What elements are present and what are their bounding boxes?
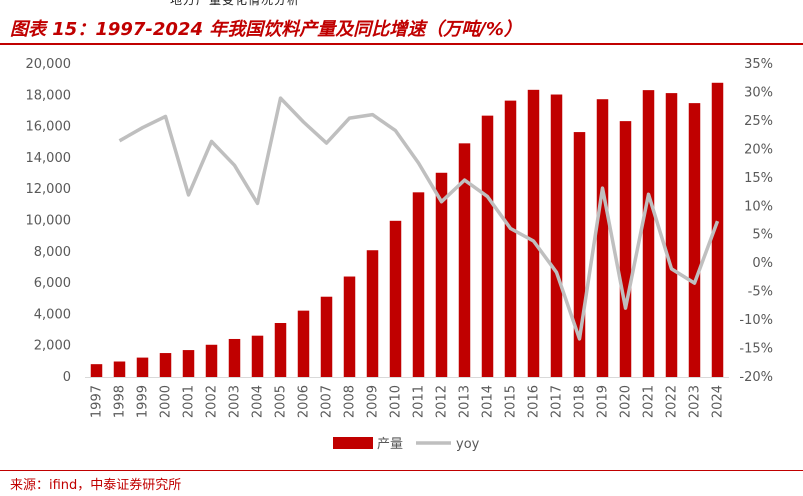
x-axis-tick-label: 2013 bbox=[458, 385, 473, 418]
x-axis-tick-label: 2011 bbox=[412, 385, 427, 418]
x-axis-tick-label: 2009 bbox=[366, 385, 381, 418]
bar-production bbox=[435, 172, 448, 377]
x-axis-tick-label: 1997 bbox=[90, 385, 105, 418]
right-axis-tick-label: 20% bbox=[744, 142, 773, 157]
top-text-fragment: 地方产量变化情况分析 bbox=[170, 0, 301, 7]
bar-production bbox=[412, 192, 425, 377]
right-axis-tick-label: -10% bbox=[739, 313, 773, 328]
bar-production bbox=[228, 338, 241, 377]
left-axis-tick-label: 2,000 bbox=[34, 339, 71, 354]
x-axis-tick-label: 2018 bbox=[573, 385, 588, 418]
left-axis-tick-label: 18,000 bbox=[26, 88, 72, 103]
bar-production bbox=[619, 121, 632, 377]
bar-production bbox=[205, 344, 218, 377]
left-axis-tick-label: 20,000 bbox=[26, 57, 72, 72]
left-axis-tick-label: 0 bbox=[63, 370, 71, 385]
right-axis-tick-label: -5% bbox=[748, 285, 773, 300]
bar-production bbox=[642, 90, 655, 377]
source-note: 来源：ifind，中泰证券研究所 bbox=[10, 478, 182, 493]
left-axis-tick-label: 6,000 bbox=[34, 276, 71, 291]
legend: 产量 yoy bbox=[333, 437, 480, 452]
bar-production bbox=[550, 94, 563, 377]
x-axis-tick-label: 2022 bbox=[665, 385, 680, 418]
bar-production bbox=[481, 115, 494, 378]
bar-production bbox=[136, 357, 149, 377]
top-strip: 地方产量变化情况分析 bbox=[0, 0, 803, 8]
x-axis-tick-label: 1999 bbox=[136, 385, 151, 418]
x-axis-tick-label: 2010 bbox=[389, 385, 404, 418]
x-axis-tick-label: 2014 bbox=[481, 385, 496, 418]
x-axis-tick-label: 2001 bbox=[182, 385, 197, 418]
bar-production bbox=[182, 350, 195, 377]
bar-production bbox=[274, 323, 287, 377]
right-axis-tick-label: 15% bbox=[744, 171, 773, 186]
bar-production bbox=[320, 296, 333, 377]
x-axis-tick-label: 2002 bbox=[205, 385, 220, 418]
x-axis-tick-label: 2007 bbox=[320, 385, 335, 418]
x-axis-tick-label: 1998 bbox=[113, 385, 128, 418]
right-axis-tick-label: 35% bbox=[744, 57, 773, 72]
right-axis-tick-label: 30% bbox=[744, 85, 773, 100]
chart-canvas: 0 2,000 4,000 6,000 8,000 10,000 12,000 14,000 1… bbox=[26, 57, 774, 452]
left-axis-tick-label: 12,000 bbox=[26, 182, 72, 197]
right-axis-tick-label: 0% bbox=[752, 256, 773, 271]
bar-production bbox=[90, 364, 103, 377]
x-axis-tick-label: 2004 bbox=[251, 385, 266, 418]
bar-production bbox=[297, 310, 310, 377]
right-axis-tick-label: -15% bbox=[739, 342, 773, 357]
legend-label-production: 产量 bbox=[377, 437, 403, 452]
right-y-axis: -20% -15% -10% -5% 0% 5% 10% 15% 20% 25% 30% 35% bbox=[739, 57, 773, 385]
x-axis-tick-label: 2003 bbox=[228, 385, 243, 418]
x-axis-tick-label: 2006 bbox=[297, 385, 312, 418]
title-divider bbox=[0, 43, 803, 45]
left-axis-tick-label: 8,000 bbox=[34, 245, 71, 260]
bar-production bbox=[458, 143, 471, 377]
bar-production bbox=[366, 250, 379, 377]
bar-production bbox=[389, 220, 402, 377]
x-axis-tick-label: 2023 bbox=[688, 385, 703, 418]
left-axis-tick-label: 10,000 bbox=[26, 214, 72, 229]
x-axis-tick-label: 2021 bbox=[642, 385, 657, 418]
x-axis-tick-label: 2019 bbox=[596, 385, 611, 418]
bar-production bbox=[688, 103, 701, 377]
bar-production bbox=[251, 335, 264, 377]
legend-label-yoy: yoy bbox=[456, 437, 480, 452]
bar-series bbox=[90, 82, 724, 378]
line-series bbox=[118, 96, 720, 341]
left-axis-tick-label: 16,000 bbox=[26, 120, 72, 135]
bar-production bbox=[504, 100, 517, 377]
bar-production bbox=[343, 276, 356, 377]
bar-production bbox=[573, 132, 586, 377]
right-axis-tick-label: 5% bbox=[752, 228, 773, 243]
bar-production bbox=[527, 89, 540, 377]
left-y-axis: 0 2,000 4,000 6,000 8,000 10,000 12,000 14,000 1… bbox=[26, 57, 72, 385]
x-axis-tick-label: 2016 bbox=[527, 385, 542, 418]
x-axis-tick-label: 2008 bbox=[343, 385, 358, 418]
left-axis-tick-label: 4,000 bbox=[34, 307, 71, 322]
line-yoy bbox=[118, 96, 720, 341]
footer-divider bbox=[0, 470, 803, 471]
bar-production bbox=[113, 361, 126, 377]
bar-production bbox=[159, 353, 172, 377]
legend-swatch-production bbox=[333, 437, 373, 449]
x-axis-tick-label: 2015 bbox=[504, 385, 519, 418]
x-axis-tick-label: 2005 bbox=[274, 385, 289, 418]
x-axis-tick-label: 2020 bbox=[619, 385, 634, 418]
right-axis-tick-label: -20% bbox=[739, 370, 773, 385]
bar-production bbox=[665, 93, 678, 377]
x-axis-tick-label: 2000 bbox=[159, 385, 174, 418]
x-axis-tick-label: 2024 bbox=[711, 385, 726, 418]
chart-title: 图表 15：1997-2024 年我国饮料产量及同比增速（万吨/%） bbox=[10, 19, 522, 40]
right-axis-tick-label: 25% bbox=[744, 114, 773, 129]
x-axis: 1997 1998 1999 2000 2001 2002 2003 2004 2005 2006… bbox=[85, 377, 729, 418]
x-axis-tick-label: 2017 bbox=[550, 385, 565, 418]
right-axis-tick-label: 10% bbox=[744, 199, 773, 214]
left-axis-tick-label: 14,000 bbox=[26, 151, 72, 166]
bar-production bbox=[596, 99, 609, 378]
bar-production bbox=[711, 82, 724, 377]
x-axis-tick-label: 2012 bbox=[435, 385, 450, 418]
